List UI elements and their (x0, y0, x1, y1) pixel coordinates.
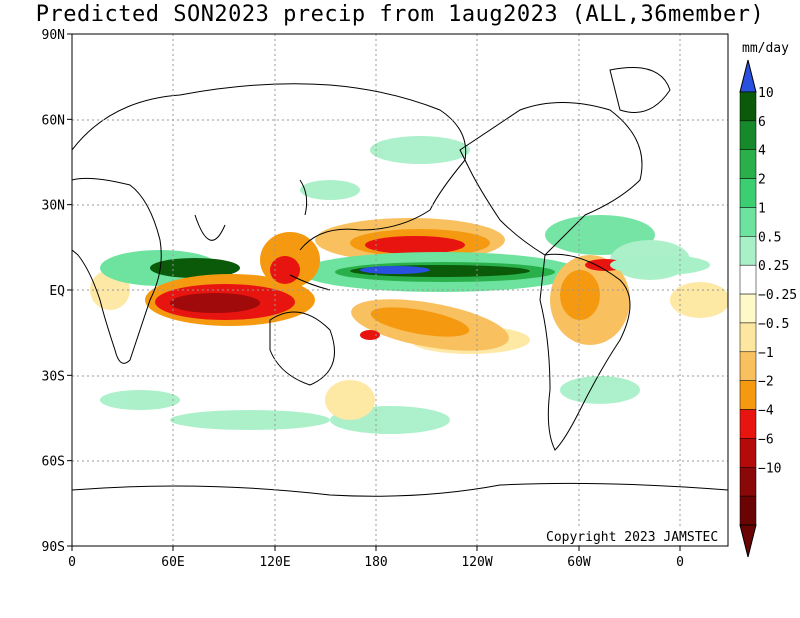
colorbar-label: 0.5 (758, 230, 781, 245)
lon-tick-label: 0 (676, 555, 684, 570)
colorbar-label: −4 (758, 404, 774, 419)
colorbar-segment (739, 380, 757, 410)
lat-tick-label: EQ (49, 284, 65, 299)
copyright-bg (543, 527, 727, 545)
gridlines (72, 34, 728, 546)
colorbar-under-triangle (739, 524, 757, 558)
colorbar: 10 6 4 2 1 0.5 0.25 −0.25 −0.5 −1 −2 −4 −6 −10 (739, 59, 797, 558)
colorbar-segment (739, 91, 757, 122)
map-title: Predicted SON2023 precip from 1aug2023 (… (35, 2, 765, 27)
colorbar-label: −10 (758, 461, 781, 476)
colorbar-segment (739, 149, 757, 179)
colorbar-segment (739, 178, 757, 208)
lat-tick-label: 30S (42, 369, 65, 384)
colorbar-segment (739, 438, 757, 468)
lon-tick-label: 120W (461, 555, 492, 570)
colorbar-segment (739, 409, 757, 439)
lat-tick-label: 90S (42, 540, 65, 555)
colorbar-segment (739, 351, 757, 381)
colorbar-segment (739, 467, 757, 497)
colorbar-label: −6 (758, 432, 774, 447)
colorbar-label: 10 (758, 86, 774, 101)
coastlines (72, 67, 728, 497)
lat-axis: 90N 60N 30N EQ 30S 60S 90S (42, 28, 72, 555)
lat-tick-label: 30N (42, 199, 65, 214)
lat-tick-label: 60S (42, 455, 65, 470)
colorbar-label: −0.5 (758, 317, 789, 332)
colorbar-segment (739, 293, 757, 324)
colorbar-label: −2 (758, 375, 774, 390)
lon-axis: 0 60E 120E 180 120W 60W 0 (68, 546, 684, 570)
colorbar-over-triangle (739, 59, 757, 93)
colorbar-label: 6 (758, 115, 766, 130)
lon-tick-label: 60W (567, 555, 591, 570)
colorbar-label: 2 (758, 173, 766, 188)
colorbar-segment (739, 207, 757, 237)
lat-tick-label: 60N (42, 113, 65, 128)
colorbar-label: −0.25 (758, 288, 797, 303)
colorbar-segment (739, 264, 757, 295)
colorbar-segment (739, 236, 757, 266)
colorbar-label: −1 (758, 346, 774, 361)
colorbar-units: mm/day (742, 41, 789, 56)
colorbar-label: 4 (758, 144, 766, 159)
anomaly-field (90, 136, 728, 434)
colorbar-segment (739, 120, 757, 150)
lon-tick-label: 180 (364, 555, 387, 570)
colorbar-segment (739, 322, 757, 353)
lat-tick-label: 90N (42, 28, 65, 43)
colorbar-label: 0.25 (758, 259, 789, 274)
copyright-text: Copyright 2023 JAMSTEC (546, 530, 718, 545)
lon-tick-label: 60E (161, 555, 184, 570)
colorbar-label: 1 (758, 201, 766, 216)
lon-tick-label: 120E (259, 555, 290, 570)
colorbar-segment (739, 495, 757, 526)
lon-tick-label: 0 (68, 555, 76, 570)
